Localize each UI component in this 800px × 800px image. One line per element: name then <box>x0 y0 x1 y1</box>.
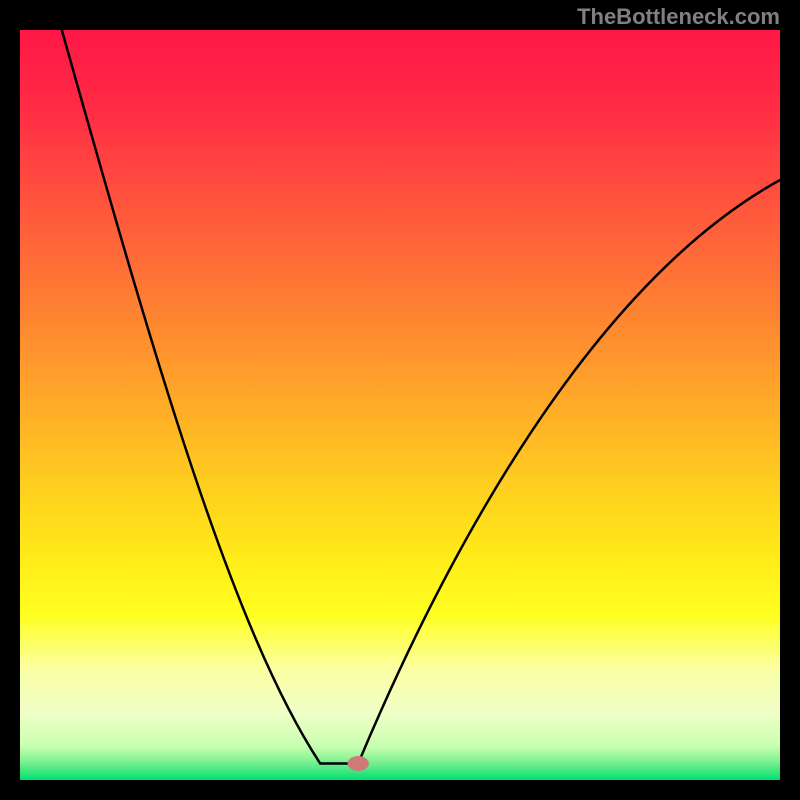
optimum-marker <box>348 756 369 771</box>
watermark-text: TheBottleneck.com <box>577 4 780 29</box>
